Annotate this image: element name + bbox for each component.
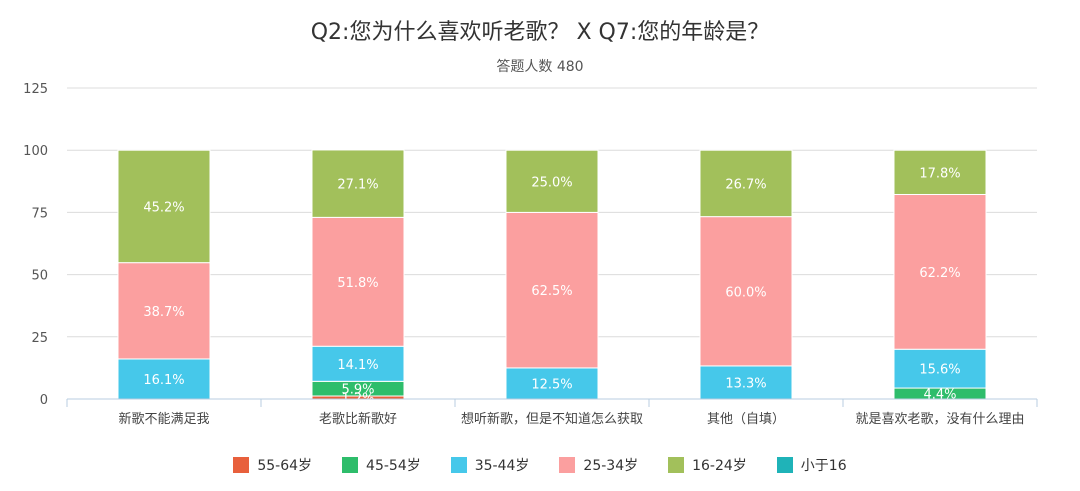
bar-segment-3-4[interactable] <box>699 149 793 218</box>
bar-segment-2-4[interactable] <box>505 149 599 213</box>
data-label-1-4: 27.1% <box>337 178 378 193</box>
x-tick-label-0: 新歌不能满足我 <box>118 411 209 427</box>
data-label-4-4: 17.8% <box>919 166 960 181</box>
data-label-4-1: 4.4% <box>923 388 956 403</box>
data-label-2-3: 62.5% <box>531 284 572 299</box>
bar-segment-1-4[interactable] <box>311 149 405 218</box>
bar-segment-0-3[interactable] <box>117 262 211 360</box>
legend-label: 25-34岁 <box>583 458 639 474</box>
x-tick-label-3: 其他（自填） <box>707 412 785 427</box>
x-tick-label-2: 想听新歌，但是不知道怎么获取 <box>461 411 643 427</box>
legend-item-5[interactable]: 小于16 <box>776 455 847 475</box>
data-label-4-3: 62.2% <box>919 266 960 281</box>
legend: 55-64岁 45-54岁 35-44岁 25-34岁 16-24岁 小于16 <box>0 455 1080 475</box>
y-tick-label-25: 25 <box>31 331 48 346</box>
data-label-0-4: 45.2% <box>143 200 184 215</box>
legend-swatch <box>450 457 467 473</box>
legend-label: 小于16 <box>800 458 847 474</box>
legend-item-4[interactable]: 16-24岁 <box>668 455 747 475</box>
legend-item-1[interactable]: 45-54岁 <box>342 455 421 475</box>
legend-label: 45-54岁 <box>366 458 421 474</box>
bar-segment-1-3[interactable] <box>311 216 405 347</box>
legend-label: 16-24岁 <box>692 458 747 474</box>
legend-item-2[interactable]: 35-44岁 <box>450 455 530 475</box>
bar-segment-4-2[interactable] <box>893 348 987 389</box>
stacked-bar-chart: 16.1%38.7%45.2%1.2%5.9%14.1%51.8%27.1%12… <box>23 82 1038 427</box>
data-label-3-3: 60.0% <box>725 285 766 300</box>
chart-title: Q2:您为什么喜欢听老歌？ X Q7:您的年龄是？ <box>310 20 770 45</box>
legend-swatch <box>342 457 359 473</box>
data-label-0-2: 16.1% <box>143 373 184 388</box>
data-label-4-2: 15.6% <box>919 363 960 378</box>
y-tick-label-125: 125 <box>23 82 48 97</box>
data-label-2-2: 12.5% <box>531 377 572 392</box>
y-tick-label-0: 0 <box>40 393 48 408</box>
data-label-1-1: 5.9% <box>341 383 374 398</box>
x-tick-label-4: 就是喜欢老歌，没有什么理由 <box>855 412 1024 427</box>
y-tick-label-50: 50 <box>31 269 48 284</box>
legend-swatch <box>559 457 576 473</box>
bar-segment-2-3[interactable] <box>505 211 599 369</box>
legend-item-0[interactable]: 55-64岁 <box>233 455 312 475</box>
bar-segment-1-2[interactable] <box>311 345 405 382</box>
data-label-1-3: 51.8% <box>337 276 378 291</box>
chart-subtitle: 答题人数 480 <box>496 59 584 75</box>
bar-segment-4-4[interactable] <box>893 149 987 195</box>
bar-segment-4-3[interactable] <box>893 193 987 350</box>
legend-swatch <box>668 457 685 473</box>
bar-segment-0-4[interactable] <box>117 149 211 264</box>
x-tick-label-1: 老歌比新歌好 <box>319 411 397 427</box>
y-tick-label-75: 75 <box>31 206 48 221</box>
y-tick-label-100: 100 <box>23 144 48 159</box>
data-label-1-2: 14.1% <box>337 358 378 373</box>
legend-label: 35-44岁 <box>474 458 530 474</box>
legend-label: 55-64岁 <box>257 458 313 474</box>
bar-segment-3-3[interactable] <box>699 216 793 367</box>
legend-swatch <box>776 457 793 473</box>
data-label-3-2: 13.3% <box>725 376 766 391</box>
data-label-2-4: 25.0% <box>531 175 572 190</box>
legend-swatch <box>233 457 250 473</box>
data-label-0-3: 38.7% <box>143 305 184 320</box>
data-label-3-4: 26.7% <box>725 177 766 192</box>
legend-item-3[interactable]: 25-34岁 <box>559 455 638 475</box>
